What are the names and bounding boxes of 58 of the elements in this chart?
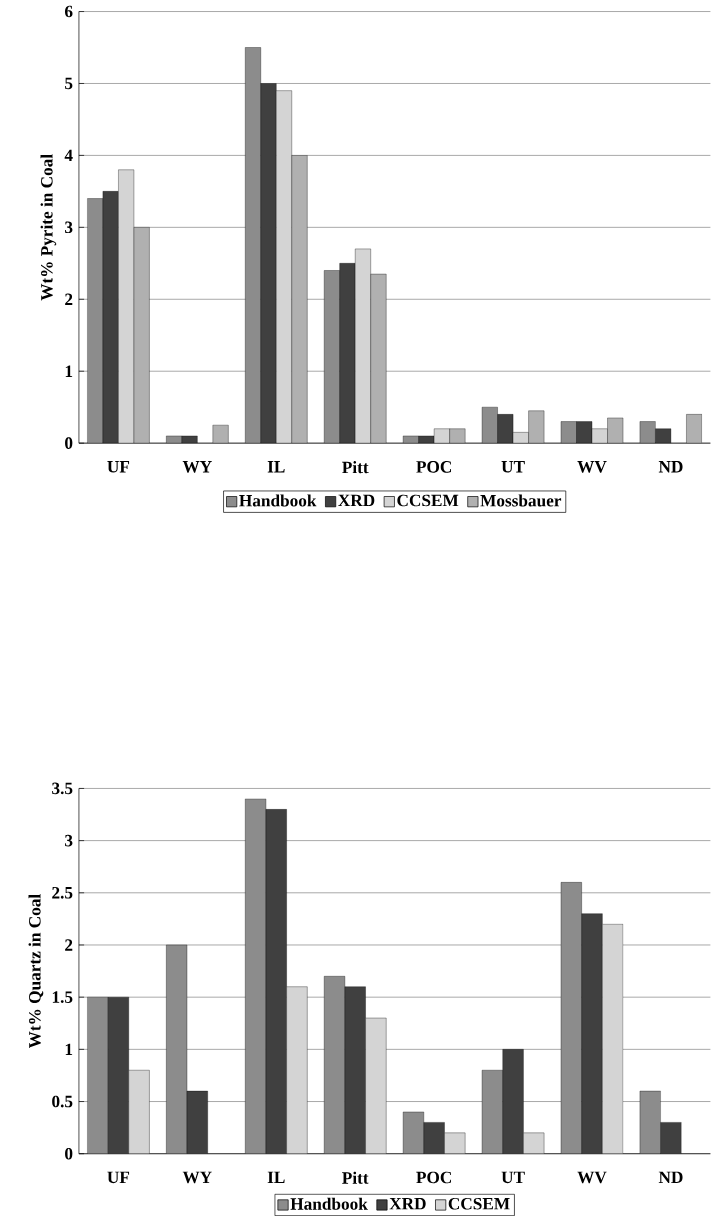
x-tick-label: Pitt <box>342 461 369 474</box>
x-tick-label: IL <box>267 461 285 473</box>
y-tick-label: 2 <box>65 939 73 951</box>
y-tick-label: 3 <box>65 834 73 847</box>
legend-label: Handbook <box>290 1197 368 1210</box>
legend-label: Handbook <box>239 494 317 507</box>
bar <box>581 913 603 1154</box>
y-tick-label: 4 <box>64 149 73 162</box>
y-tick-label: 0.5 <box>52 1095 73 1108</box>
legend-label: CCSEM <box>448 1197 510 1210</box>
x-tick-label: Pitt <box>342 1171 369 1184</box>
x-tick-label: IL <box>267 1171 285 1183</box>
bar <box>339 263 356 444</box>
bar <box>344 986 366 1154</box>
bar <box>660 1122 682 1154</box>
y-tick-label: 2 <box>65 293 73 305</box>
bar <box>108 997 130 1154</box>
bar <box>423 1122 445 1154</box>
y-tick-label: 1 <box>65 365 73 377</box>
legend-label: XRD <box>389 1198 426 1210</box>
x-tick-label: UT <box>501 1171 525 1184</box>
x-tick-label: UF <box>107 461 130 473</box>
y-tick-label: 2.5 <box>52 886 73 899</box>
x-tick-label: ND <box>659 1171 683 1183</box>
y-tick-label: 3.5 <box>52 782 73 795</box>
x-tick-label: ND <box>659 461 683 473</box>
y-tick-label: 1.5 <box>53 991 73 1003</box>
bar <box>482 1070 504 1154</box>
bar <box>166 944 188 1154</box>
y-axis-title: Wt% Quartz in Coal <box>28 894 44 1049</box>
x-tick-label: WV <box>577 1171 607 1184</box>
bar <box>87 198 104 444</box>
bar <box>245 798 267 1154</box>
x-tick-label: POC <box>416 1171 452 1184</box>
y-tick-label: 6 <box>65 5 73 18</box>
bar <box>245 47 262 444</box>
y-tick-label: 3 <box>65 221 73 234</box>
y-axis-title: Wt% Pyrite in Coal <box>40 154 57 301</box>
bar <box>561 882 583 1154</box>
y-tick-label: 1 <box>65 1043 73 1056</box>
bar <box>502 1049 524 1154</box>
y-tick-label: 5 <box>65 77 73 90</box>
y-tick-label: 0 <box>65 1147 73 1160</box>
bar <box>87 997 109 1154</box>
x-tick-label: UF <box>107 1171 130 1184</box>
x-tick-label: WY <box>182 461 213 473</box>
x-tick-label: WY <box>182 1171 213 1184</box>
bar <box>265 809 287 1154</box>
bar <box>102 191 119 444</box>
legend-label: Mossbauer <box>480 494 562 507</box>
legend-label: CCSEM <box>397 494 459 507</box>
legend-label: XRD <box>338 494 375 507</box>
x-tick-label: UT <box>501 461 525 473</box>
x-tick-label: WV <box>577 461 607 473</box>
x-tick-label: POC <box>416 461 452 473</box>
bar <box>324 976 346 1154</box>
bar <box>260 83 277 444</box>
y-tick-label: 0 <box>65 437 73 449</box>
